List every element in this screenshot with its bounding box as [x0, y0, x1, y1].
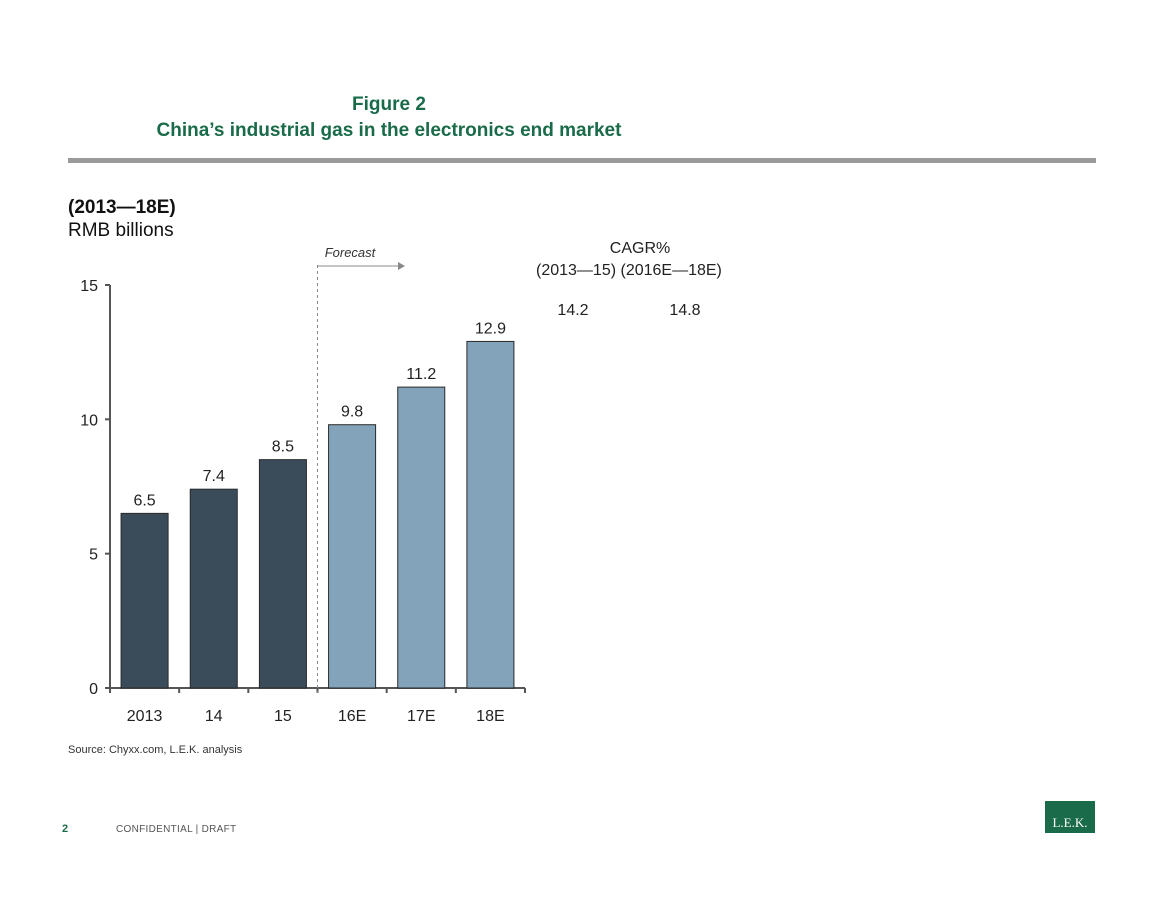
category-label: 17E	[407, 708, 435, 725]
y-tick-label: 0	[89, 681, 98, 698]
cagr-value-2013-15: 14.2	[557, 302, 589, 319]
category-label: 18E	[476, 708, 504, 725]
chart-period-label: (2013—18E)	[68, 197, 176, 218]
chart-units-label: RMB billions	[68, 220, 174, 241]
bar-15	[258, 459, 307, 689]
value-label: 9.8	[341, 404, 363, 421]
forecast-label: Forecast	[325, 245, 377, 260]
category-label: 16E	[338, 708, 366, 725]
y-tick-label: 5	[89, 547, 98, 564]
y-tick-label: 10	[80, 412, 98, 429]
title-divider	[68, 158, 1096, 163]
bar-16E	[328, 424, 377, 689]
bar-18E	[466, 340, 515, 689]
value-label: 11.2	[406, 366, 436, 383]
bar-17E	[397, 386, 446, 689]
logo-text: L.E.K.	[1052, 815, 1088, 830]
bar-14	[189, 488, 238, 689]
source-note: Source: Chyxx.com, L.E.K. analysis	[68, 744, 243, 756]
category-label: 2013	[127, 708, 163, 725]
cagr-value-2016e-18e: 14.8	[669, 302, 701, 319]
cagr-heading: CAGR%	[609, 240, 671, 257]
forecast-arrow-head	[398, 262, 405, 270]
value-label: 7.4	[203, 468, 225, 485]
figure-title: China’s industrial gas in the electronic…	[156, 120, 622, 141]
cagr-periods: (2013—15) (2016E—18E)	[536, 262, 722, 279]
category-label: 15	[274, 708, 292, 725]
y-tick-label: 15	[80, 278, 98, 295]
confidentiality-label: CONFIDENTIAL | DRAFT	[116, 824, 237, 835]
figure-number: Figure 2	[352, 94, 426, 115]
category-label: 14	[205, 708, 223, 725]
value-label: 6.5	[133, 492, 155, 509]
value-label: 8.5	[272, 439, 294, 456]
bar-2013	[120, 512, 169, 689]
page-number: 2	[62, 823, 69, 835]
value-label: 12.9	[475, 320, 506, 337]
lek-logo: L.E.K.	[1045, 801, 1095, 833]
